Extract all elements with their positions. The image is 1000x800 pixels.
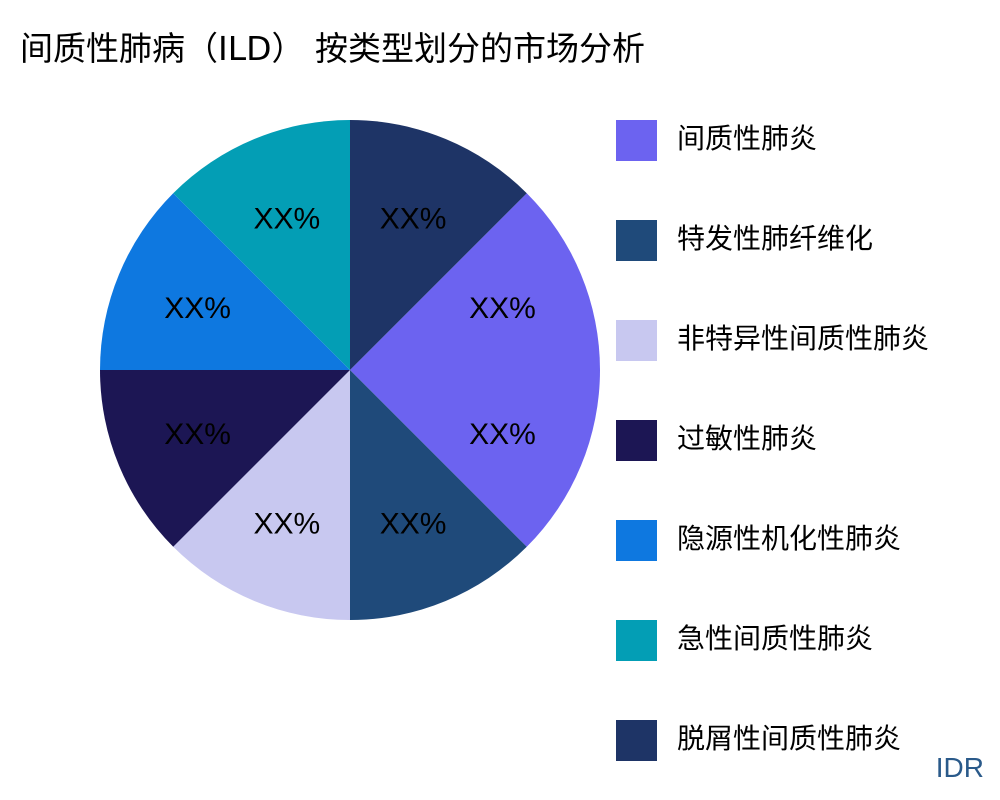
slice-percent-label: XX%	[254, 203, 321, 236]
legend-label: 脱屑性间质性肺炎	[677, 722, 902, 755]
legend-swatch	[616, 220, 657, 261]
legend-item-interstitial-pneumonia: 间质性肺炎	[616, 120, 996, 162]
legend-item-desquamative-interstitial-pneumonia: 脱屑性间质性肺炎	[616, 720, 996, 762]
pie-slice	[350, 193, 600, 547]
pie-slice	[173, 370, 350, 620]
pie-slice	[350, 370, 527, 620]
source-watermark: IDR	[935, 752, 984, 783]
pie-slices	[100, 120, 600, 620]
legend-swatch	[616, 320, 657, 361]
pie-slice	[100, 193, 350, 370]
legend-label: 过敏性肺炎	[677, 422, 818, 455]
slice-percent-label: XX%	[164, 418, 231, 451]
pie-slice-labels: XX% XX% XX% XX% XX% XX% XX% XX%	[164, 203, 536, 541]
slice-percent-label: XX%	[469, 418, 536, 451]
pie-slice	[350, 120, 527, 370]
legend-label: 间质性肺炎	[677, 122, 818, 155]
legend-swatch	[616, 620, 657, 661]
pie-slice	[100, 370, 350, 547]
slice-percent-label: XX%	[380, 203, 447, 236]
legend-swatch	[616, 120, 657, 161]
legend-item-acute-interstitial-pneumonia: 急性间质性肺炎	[616, 620, 996, 662]
legend-item-nonspecific-interstitial-pneumonia: 非特异性间质性肺炎	[616, 320, 996, 362]
slice-percent-label: XX%	[254, 507, 321, 540]
legend-label: 非特异性间质性肺炎	[677, 322, 930, 355]
legend-swatch	[616, 720, 657, 761]
slice-percent-label: XX%	[164, 292, 231, 325]
slice-percent-label: XX%	[469, 292, 536, 325]
pie-slice	[173, 120, 350, 370]
legend-item-idiopathic-pulmonary-fibrosis: 特发性肺纤维化	[616, 220, 996, 262]
slice-percent-label: XX%	[380, 507, 447, 540]
legend-item-hypersensitivity-pneumonitis: 过敏性肺炎	[616, 420, 996, 462]
legend-label: 隐源性机化性肺炎	[677, 522, 902, 555]
chart-title: 间质性肺病（ILD） 按类型划分的市场分析	[20, 29, 646, 68]
legend-label: 特发性肺纤维化	[677, 222, 874, 255]
legend-swatch	[616, 520, 657, 561]
legend-swatch	[616, 420, 657, 461]
legend-item-cryptogenic-organizing-pneumonia: 隐源性机化性肺炎	[616, 520, 996, 562]
legend-label: 急性间质性肺炎	[677, 622, 874, 655]
